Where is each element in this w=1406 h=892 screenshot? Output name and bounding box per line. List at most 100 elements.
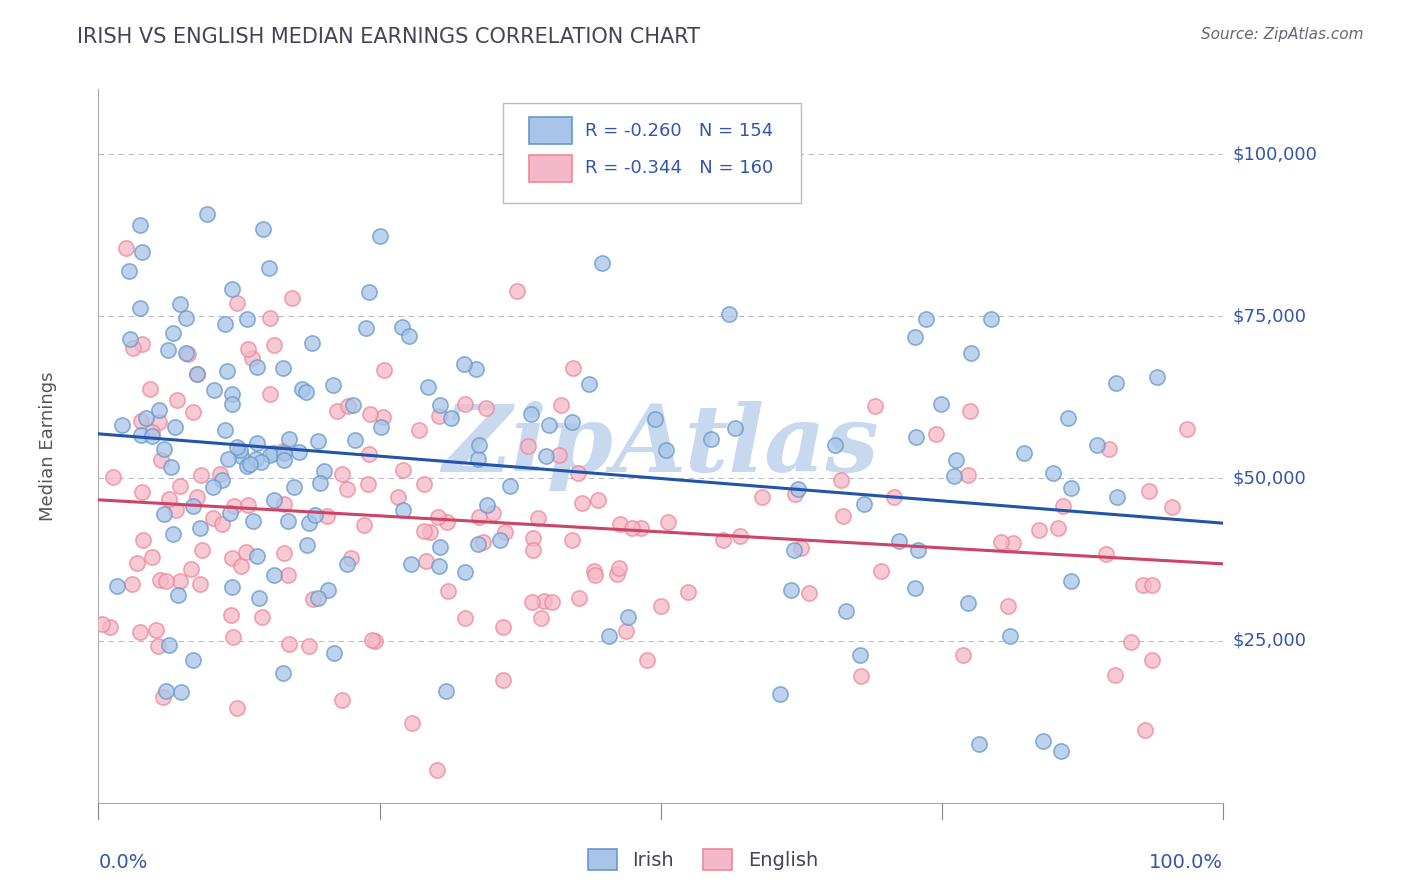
Point — [273, 546, 295, 560]
Point — [235, 545, 257, 559]
Text: ZipAtlas: ZipAtlas — [443, 401, 879, 491]
Point — [550, 398, 572, 412]
Point — [149, 452, 172, 467]
Point — [145, 623, 167, 637]
Point — [945, 452, 967, 467]
Point — [295, 539, 318, 553]
Point — [399, 557, 422, 571]
Point — [1132, 578, 1154, 592]
Point — [907, 542, 929, 557]
Point — [853, 497, 876, 511]
Point — [118, 332, 141, 346]
Point — [567, 466, 589, 480]
Point — [263, 338, 285, 352]
Point — [415, 554, 437, 568]
Point — [835, 604, 858, 618]
Point — [454, 565, 477, 579]
Point — [1177, 422, 1199, 436]
Point — [283, 480, 305, 494]
Point — [1146, 370, 1168, 384]
Point — [1002, 536, 1025, 550]
Point — [221, 551, 243, 566]
Point — [578, 377, 600, 392]
Point — [1104, 668, 1126, 682]
Point — [952, 648, 974, 662]
Point — [121, 576, 143, 591]
Text: $25,000: $25,000 — [1232, 632, 1306, 649]
Point — [344, 433, 367, 447]
Point — [138, 382, 160, 396]
Point — [391, 319, 413, 334]
Point — [226, 701, 249, 715]
Point — [426, 764, 449, 778]
Point — [522, 531, 544, 545]
Point — [1142, 653, 1164, 667]
Point — [131, 336, 153, 351]
Point — [202, 511, 225, 525]
Point — [186, 368, 208, 382]
Point — [312, 464, 335, 478]
Point — [529, 610, 551, 624]
Point — [128, 301, 150, 315]
Point — [278, 432, 301, 446]
Point — [824, 437, 846, 451]
Point — [440, 410, 463, 425]
Point — [364, 634, 387, 648]
Point — [357, 447, 380, 461]
Point — [568, 591, 591, 606]
Point — [561, 533, 583, 547]
Point — [700, 432, 723, 446]
Point — [211, 516, 233, 531]
Point — [170, 684, 193, 698]
Point — [1095, 548, 1118, 562]
Point — [271, 666, 294, 681]
Point — [412, 477, 434, 491]
Point — [751, 490, 773, 504]
Point — [263, 568, 285, 582]
Point — [316, 508, 339, 523]
Text: $100,000: $100,000 — [1232, 145, 1317, 163]
Point — [252, 222, 274, 236]
Point — [419, 525, 441, 540]
Point — [146, 639, 169, 653]
Point — [472, 535, 495, 549]
Point — [219, 608, 242, 623]
Point — [174, 345, 197, 359]
Point — [277, 514, 299, 528]
Point — [371, 409, 394, 424]
Point — [242, 514, 264, 528]
Point — [129, 218, 152, 232]
Point — [957, 596, 980, 610]
Point — [849, 648, 872, 662]
Point — [644, 412, 666, 426]
Point — [221, 282, 243, 296]
Point — [342, 398, 364, 412]
Point — [427, 509, 450, 524]
Point — [330, 467, 353, 482]
Text: $50,000: $50,000 — [1232, 469, 1306, 487]
Point — [541, 595, 564, 609]
Point — [903, 330, 925, 344]
Point — [298, 639, 321, 653]
Point — [454, 611, 477, 625]
Point — [1160, 500, 1182, 514]
Point — [131, 485, 153, 500]
Point — [583, 567, 606, 582]
Point — [225, 296, 247, 310]
Point — [392, 463, 415, 477]
Point — [416, 380, 439, 394]
Point — [141, 550, 163, 565]
Point — [202, 384, 225, 398]
Point — [437, 583, 460, 598]
Text: 0.0%: 0.0% — [98, 853, 148, 871]
Point — [277, 637, 299, 651]
Point — [127, 556, 149, 570]
Point — [465, 361, 488, 376]
Point — [217, 451, 239, 466]
Point — [883, 490, 905, 504]
Point — [831, 509, 853, 524]
Point — [167, 588, 190, 602]
Point — [135, 410, 157, 425]
Point — [783, 543, 806, 558]
Point — [188, 577, 211, 591]
